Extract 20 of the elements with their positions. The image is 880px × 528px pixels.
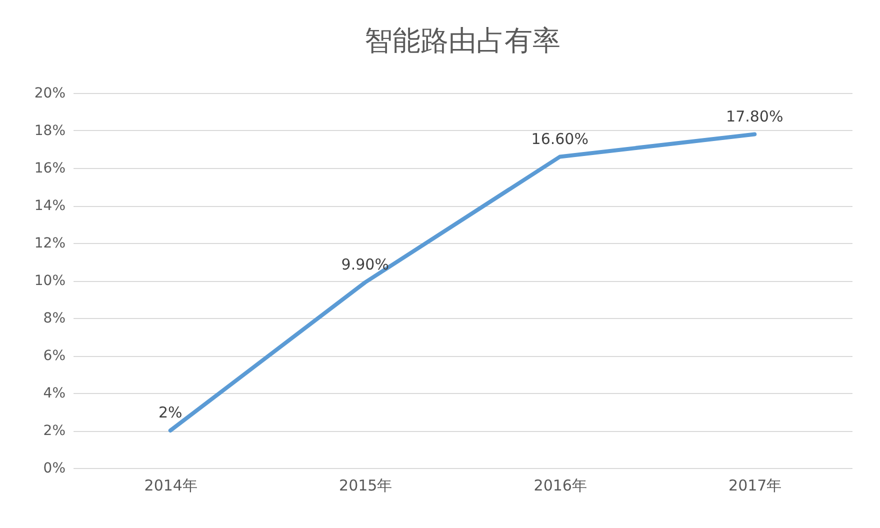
y-tick-label: 4% (43, 386, 66, 402)
y-tick-label: 2% (43, 423, 66, 439)
y-tick-label: 0% (43, 460, 66, 476)
y-tick-label: 14% (34, 198, 66, 214)
y-tick-label: 20% (34, 86, 66, 102)
x-tick-label: 2016年 (534, 476, 587, 494)
data-label: 9.90% (341, 255, 389, 274)
y-tick-label: 18% (34, 123, 66, 139)
x-tick-label: 2015年 (339, 476, 392, 494)
data-label: 2% (158, 404, 182, 422)
y-tick-label: 10% (34, 273, 66, 289)
data-label: 17.80% (726, 107, 784, 126)
y-tick-label: 8% (43, 310, 66, 326)
y-tick-label: 16% (34, 160, 66, 176)
y-tick-label: 6% (43, 348, 66, 364)
y-tick-label: 12% (34, 236, 66, 252)
x-tick-label: 2014年 (144, 476, 198, 494)
data-label: 16.60% (531, 130, 588, 148)
x-tick-label: 2017年 (728, 476, 782, 494)
chart-title: 智能路由占有率 (364, 24, 560, 57)
